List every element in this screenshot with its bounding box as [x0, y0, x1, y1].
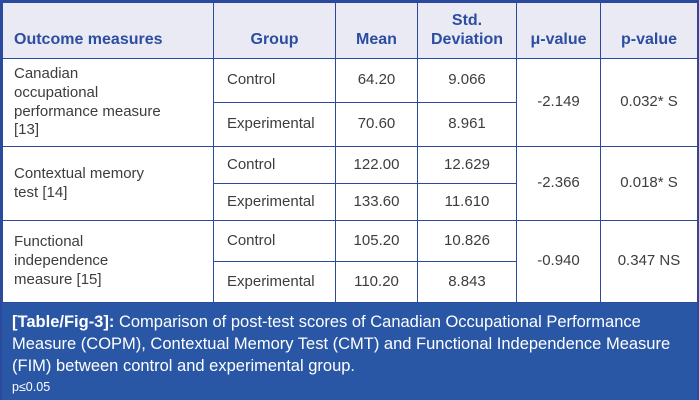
results-table: Outcome measures Group Mean Std. Deviati… [2, 2, 698, 303]
p-value-cell: 0.347 NS [600, 220, 698, 303]
sd-cell: 10.826 [417, 220, 517, 262]
figure-caption: [Table/Fig-3]: Comparison of post-test s… [2, 303, 697, 400]
header-std-deviation: Std. Deviation [417, 2, 517, 59]
p-value-cell: 0.032* S [600, 58, 698, 147]
sd-cell: 11.610 [417, 183, 517, 221]
header-outcome-measures: Outcome measures [2, 2, 214, 59]
group-cell: Control [213, 146, 336, 184]
sd-cell: 8.843 [417, 261, 517, 303]
mean-cell: 70.60 [335, 102, 418, 147]
group-cell: Experimental [213, 183, 336, 221]
mu-value-cell: -0.940 [516, 220, 601, 303]
header-p-value: p-value [600, 2, 698, 59]
mean-cell: 105.20 [335, 220, 418, 262]
table-row: Canadian occupational performance measur… [2, 58, 698, 147]
mean-cell: 110.20 [335, 261, 418, 303]
measure-cmt: Contextual memory test [14] [2, 146, 214, 221]
group-cell: Experimental [213, 102, 336, 147]
header-group: Group [213, 2, 336, 59]
sd-cell: 9.066 [417, 58, 517, 103]
caption-body: Comparison of post-test scores of Canadi… [12, 313, 671, 375]
group-cell: Control [213, 58, 336, 103]
measure-fim: Functional independence measure [15] [2, 220, 214, 303]
sd-cell: 8.961 [417, 102, 517, 147]
mu-value-cell: -2.366 [516, 146, 601, 221]
group-cell: Control [213, 220, 336, 262]
table-row: Experimental 110.20 8.843 [3, 261, 698, 303]
measure-copm: Canadian occupational performance measur… [2, 58, 214, 147]
mean-cell: 64.20 [335, 58, 418, 103]
p-value-cell: 0.018* S [600, 146, 698, 221]
table-row: Experimental 133.60 11.610 [3, 183, 698, 221]
caption-text: [Table/Fig-3]: Comparison of post-test s… [12, 312, 687, 377]
caption-label: [Table/Fig-3]: [12, 313, 115, 331]
group-cell: Experimental [213, 261, 336, 303]
table-row: Functional independence measure [15] Con… [2, 220, 698, 303]
header-mu-value: μ-value [516, 2, 601, 59]
mean-cell: 133.60 [335, 183, 418, 221]
header-row: Outcome measures Group Mean Std. Deviati… [2, 2, 698, 59]
mu-value-cell: -2.149 [516, 58, 601, 147]
table-row: Contextual memory test [14] Control 122.… [2, 146, 698, 221]
table-row: Experimental 70.60 8.961 [3, 102, 698, 147]
header-mean: Mean [335, 2, 418, 59]
significance-note: p≤0.05 [12, 380, 51, 395]
sd-cell: 12.629 [417, 146, 517, 184]
mean-cell: 122.00 [335, 146, 418, 184]
